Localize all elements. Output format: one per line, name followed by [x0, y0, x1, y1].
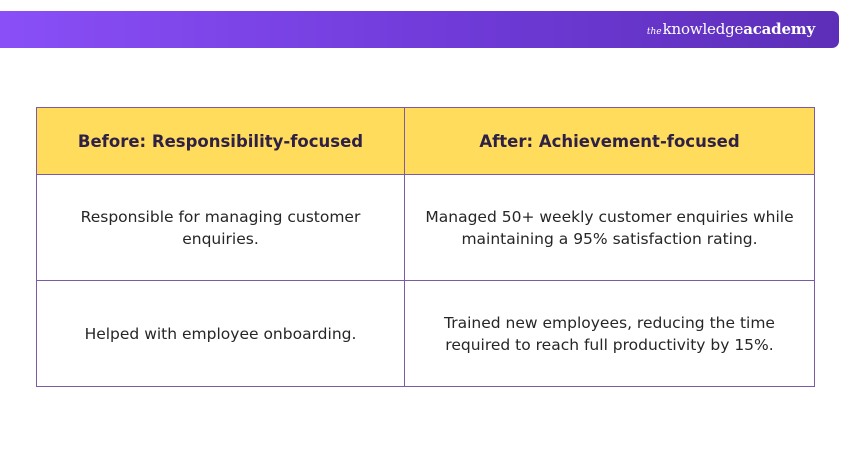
cell-before: Responsible for managing customer enquir…	[36, 174, 405, 281]
brand-academy: academy	[743, 20, 815, 38]
header-before: Before: Responsibility-focused	[36, 107, 405, 175]
table-row: Helped with employee onboarding. Trained…	[36, 280, 815, 387]
top-banner: theknowledgeacademy	[0, 11, 839, 48]
table-row: Responsible for managing customer enquir…	[36, 174, 815, 281]
cell-before: Helped with employee onboarding.	[36, 280, 405, 387]
cell-after: Trained new employees, reducing the time…	[404, 280, 815, 387]
brand-the: the	[646, 27, 662, 37]
comparison-table: Before: Responsibility-focused After: Ac…	[36, 107, 815, 387]
table-header-row: Before: Responsibility-focused After: Ac…	[36, 107, 815, 175]
header-after: After: Achievement-focused	[404, 107, 815, 175]
brand-knowledge: knowledge	[662, 20, 744, 38]
brand-logo: theknowledgeacademy	[647, 19, 815, 42]
cell-after: Managed 50+ weekly customer enquiries wh…	[404, 174, 815, 281]
